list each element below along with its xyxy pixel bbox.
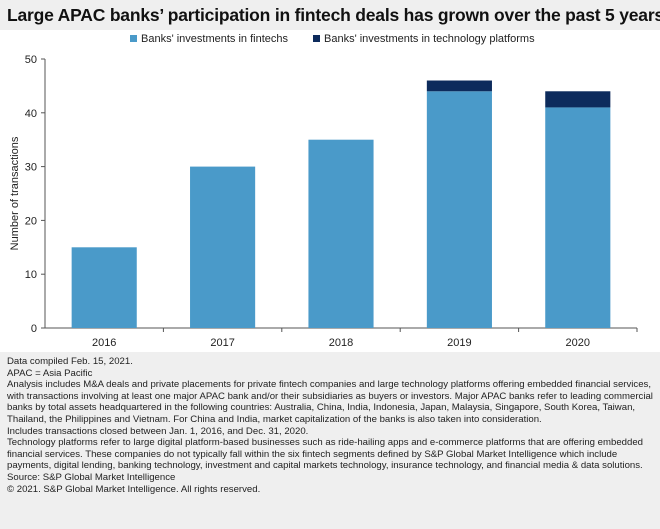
bar-tech-platforms-2020 [545,91,611,108]
x-tick-label: 2018 [329,337,353,349]
chart-area: 0 10 20 30 40 50 Number of transactions 2016 201… [0,30,660,352]
note-period: Includes transactions closed between Jan… [7,425,309,437]
note-compiled: Data compiled Feb. 15, 2021. [7,356,133,367]
y-tick-label: 40 [25,108,37,120]
x-tick-label: 2016 [92,337,116,349]
y-tick-label: 0 [31,323,37,335]
bar-chart: 0 10 20 30 40 50 Number of transactions 2016 201… [9,33,638,349]
chart-notes: Data compiled Feb. 15, 2021. APAC = Asia… [7,356,655,495]
x-tick-label: 2020 [566,337,590,349]
note-source: Source: S&P Global Market Intelligence [7,471,176,483]
y-tick-label: 20 [25,215,37,227]
note-copyright: © 2021. S&P Global Market Intelligence. … [7,483,261,495]
x-tick-label: 2017 [210,337,234,349]
bar-tech-platforms-2019 [426,80,492,92]
x-tick-label: 2019 [447,337,471,349]
bar-fintechs-2019 [426,91,492,328]
chart-title: Large APAC banks’ participation in finte… [7,5,660,25]
legend-swatch [130,35,137,42]
y-tick-label: 30 [25,162,37,174]
note-analysis: Analysis includes M&A deals and private … [7,379,653,425]
bar-fintechs-2016 [71,247,137,328]
bar-fintechs-2017 [190,166,256,328]
legend-entry: Banks' investments in fintechs [141,33,289,45]
legend-entry: Banks' investments in technology platfor… [324,33,535,45]
y-tick-label: 50 [25,54,37,66]
legend-swatch [313,35,320,42]
y-axis-label: Number of transactions [9,136,21,250]
note-tech-platforms: Technology platforms refer to large digi… [7,437,644,472]
bar-fintechs-2018 [308,139,374,328]
note-apac: APAC = Asia Pacific [7,367,93,379]
bar-fintechs-2020 [545,107,611,328]
y-tick-label: 10 [25,269,37,281]
